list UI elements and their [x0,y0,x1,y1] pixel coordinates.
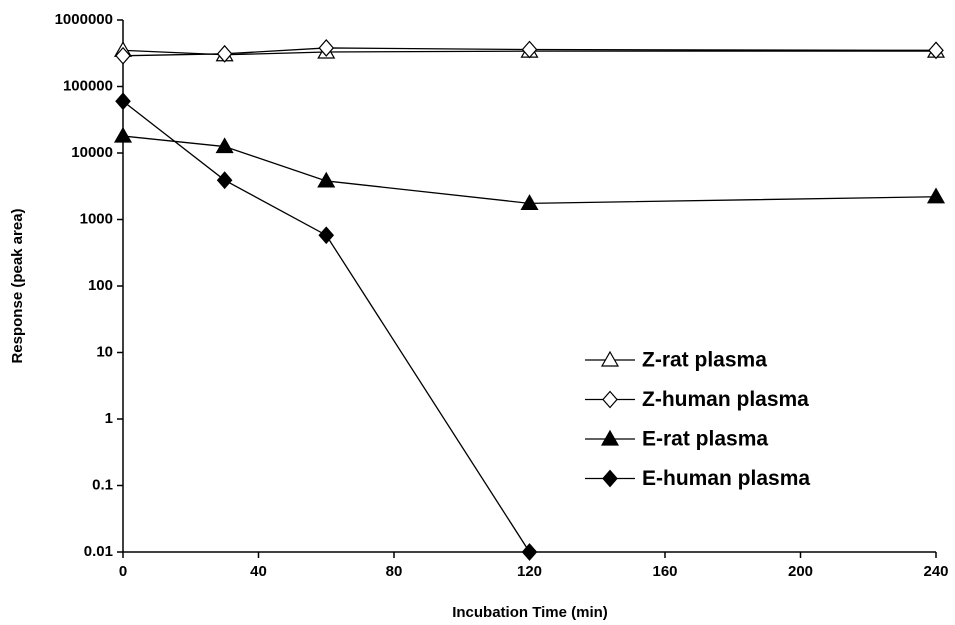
x-tick-label: 200 [788,563,813,580]
x-tick-label: 240 [923,563,948,580]
legend-marker [600,429,620,446]
legend-label: E-rat plasma [642,428,768,451]
y-tick-label: 0.01 [84,543,113,560]
marker [115,92,131,111]
legend-label: Z-human plasma [642,388,809,411]
x-tick-label: 40 [250,563,267,580]
y-tick-label: 10 [96,343,113,360]
x-tick-label: 80 [386,563,403,580]
y-tick-label: 100 [88,277,113,294]
y-tick-label: 1000000 [55,11,113,28]
marker [318,39,335,57]
marker [928,41,944,60]
marker [521,40,538,59]
y-tick-label: 10000 [71,144,113,161]
y-tick-label: 100000 [63,77,113,94]
legend-marker [602,390,618,409]
y-tick-label: 1000 [80,210,113,227]
x-tick-label: 0 [119,563,127,580]
y-axis-title: Response (peak area) [9,208,26,363]
x-axis-title: Incubation Time (min) [452,604,608,621]
marker [926,187,946,204]
marker [216,44,233,63]
marker [215,137,234,154]
x-tick-label: 120 [517,563,542,580]
marker [317,171,336,188]
x-tick-label: 160 [652,563,677,580]
y-tick-label: 0.1 [92,476,113,493]
y-tick-label: 1 [105,410,113,427]
marker [521,543,538,561]
marker [318,226,335,245]
legend-marker [600,350,620,367]
legend-marker [602,469,618,488]
series-line [122,100,531,553]
marker [113,126,133,143]
legend-label: Z-rat plasma [642,349,767,372]
marker [216,171,233,190]
series-line [122,135,937,204]
marker [520,194,539,210]
marker [115,46,131,65]
legend-label: E-human plasma [642,467,810,490]
